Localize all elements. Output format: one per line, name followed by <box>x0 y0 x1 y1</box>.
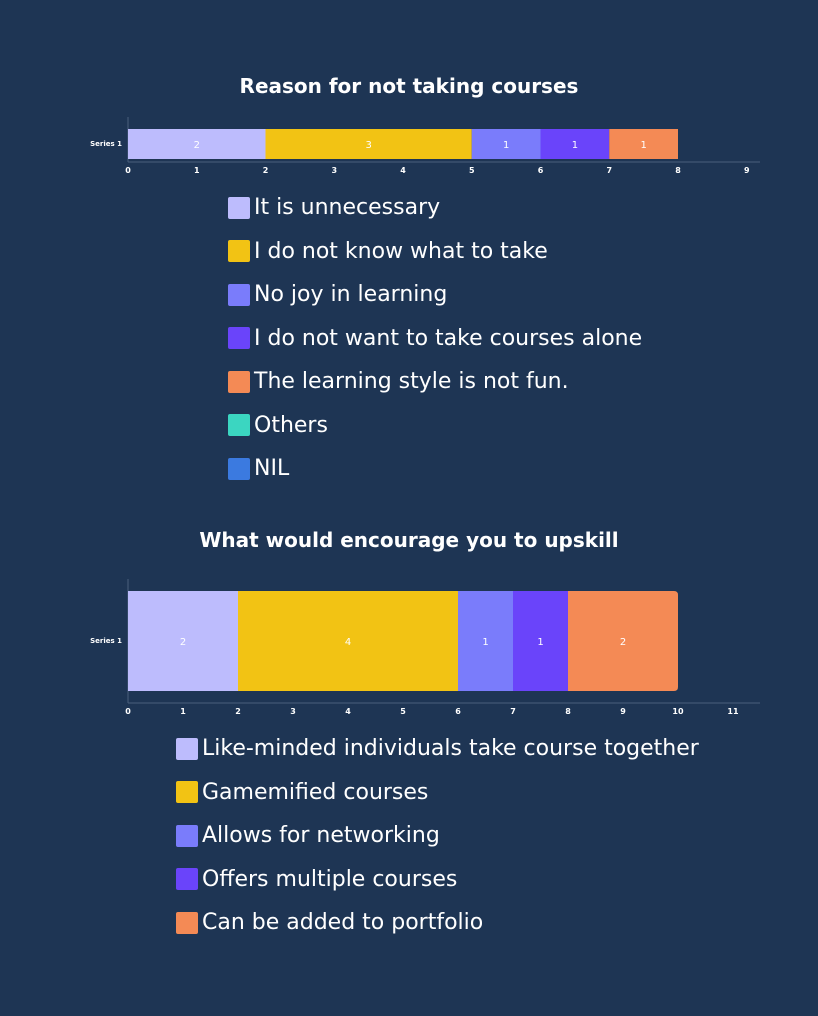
legend-item: Allows for networking <box>176 814 699 858</box>
legend-swatch <box>228 457 250 480</box>
x-tick-label: 5 <box>400 707 406 716</box>
legend-item: Gamemified courses <box>176 771 699 815</box>
x-tick-label: 0 <box>125 166 131 175</box>
x-tick-label: 8 <box>675 166 681 175</box>
data-label: 3 <box>365 140 371 151</box>
legend-label: I do not want to take courses alone <box>254 325 643 351</box>
x-tick-label: 1 <box>180 707 186 716</box>
legend-item: I do not want to take courses alone <box>228 317 642 361</box>
category-label: Series 1 <box>90 140 122 148</box>
data-label: 2 <box>620 637 626 648</box>
chart-2-plot: Series 1 2 4 1 1 20 1 2 3 4 5 6 7 8 9 10 11 <box>90 579 760 716</box>
legend-item: Offers multiple courses <box>176 858 699 902</box>
x-tick-label: 7 <box>510 707 516 716</box>
legend-label: Can be added to portfolio <box>202 910 484 936</box>
bar-segment <box>513 591 568 691</box>
legend-swatch <box>176 911 198 934</box>
chart-1-title: Reason for not taking courses <box>239 74 579 98</box>
legend-swatch <box>228 283 250 306</box>
data-label: 2 <box>180 637 186 648</box>
data-label: 2 <box>194 140 200 151</box>
chart-2-title: What would encourage you to upskill <box>199 528 619 552</box>
legend-label: Gamemified courses <box>202 779 429 805</box>
legend-item: Like-minded individuals take course toge… <box>176 727 699 771</box>
bar-segment <box>128 129 266 159</box>
data-label: 4 <box>345 637 351 648</box>
legend-label: Others <box>254 412 328 438</box>
data-label: 1 <box>640 140 646 151</box>
bar-segment <box>238 591 458 691</box>
legend-swatch <box>228 240 250 263</box>
legend-swatch <box>176 824 198 847</box>
data-label: 1 <box>572 140 578 151</box>
x-tick-label: 7 <box>606 166 612 175</box>
bar-segment <box>568 591 678 691</box>
legend-label: Allows for networking <box>202 823 440 849</box>
legend-swatch <box>228 414 250 437</box>
legend-swatch <box>176 868 198 891</box>
legend-item: NIL <box>228 447 642 491</box>
legend-swatch <box>228 370 250 393</box>
x-tick-label: 6 <box>455 707 461 716</box>
legend-swatch <box>176 737 198 760</box>
data-label: 1 <box>537 637 543 648</box>
x-tick-label: 6 <box>538 166 544 175</box>
legend-label: Like-minded individuals take course toge… <box>202 736 699 762</box>
data-label: 1 <box>503 140 509 151</box>
legend-label: I do not know what to take <box>254 238 548 264</box>
bar-segment <box>471 129 541 159</box>
x-tick-label: 4 <box>400 166 406 175</box>
x-tick-label: 2 <box>263 166 269 175</box>
x-tick-label: 8 <box>565 707 571 716</box>
x-tick-label: 3 <box>290 707 296 716</box>
legend-item: It is unnecessary <box>228 186 642 230</box>
bar-segment <box>265 129 472 159</box>
legend-item: I do not know what to take <box>228 230 642 274</box>
legend-swatch <box>176 781 198 804</box>
legend-item: Can be added to portfolio <box>176 901 699 945</box>
legend-item: Others <box>228 404 642 448</box>
x-tick-label: 9 <box>620 707 626 716</box>
legend-item: The learning style is not fun. <box>228 360 642 404</box>
bar-segment <box>540 129 610 159</box>
data-label: 1 <box>482 637 488 648</box>
x-tick-label: 9 <box>744 166 750 175</box>
chart-1-plot: Series 1 2 3 1 1 1 0 1 2 3 4 5 6 7 8 9 <box>90 117 760 175</box>
legend-label: Offers multiple courses <box>202 866 458 892</box>
legend-label: It is unnecessary <box>254 195 441 221</box>
x-tick-label: 4 <box>345 707 351 716</box>
x-tick-label: 10 <box>672 707 684 716</box>
legend-item: No joy in learning <box>228 273 642 317</box>
legend-swatch <box>228 196 250 219</box>
category-label: Series 1 <box>90 637 122 645</box>
x-tick-label: 2 <box>235 707 241 716</box>
chart-1-legend: It is unnecessary I do not know what to t… <box>228 186 642 491</box>
x-tick-label: 1 <box>194 166 200 175</box>
x-tick-label: 5 <box>469 166 475 175</box>
legend-label: No joy in learning <box>254 282 448 308</box>
bar-segment <box>609 129 678 159</box>
bar-segment <box>458 591 513 691</box>
x-tick-label: 0 <box>125 707 131 716</box>
bar-segment <box>128 591 238 691</box>
x-tick-label: 3 <box>331 166 337 175</box>
legend-swatch <box>228 327 250 350</box>
chart-2-legend: Like-minded individuals take course toge… <box>176 727 699 945</box>
legend-label: NIL <box>254 456 290 482</box>
x-tick-label: 11 <box>727 707 739 716</box>
legend-label: The learning style is not fun. <box>254 369 569 395</box>
